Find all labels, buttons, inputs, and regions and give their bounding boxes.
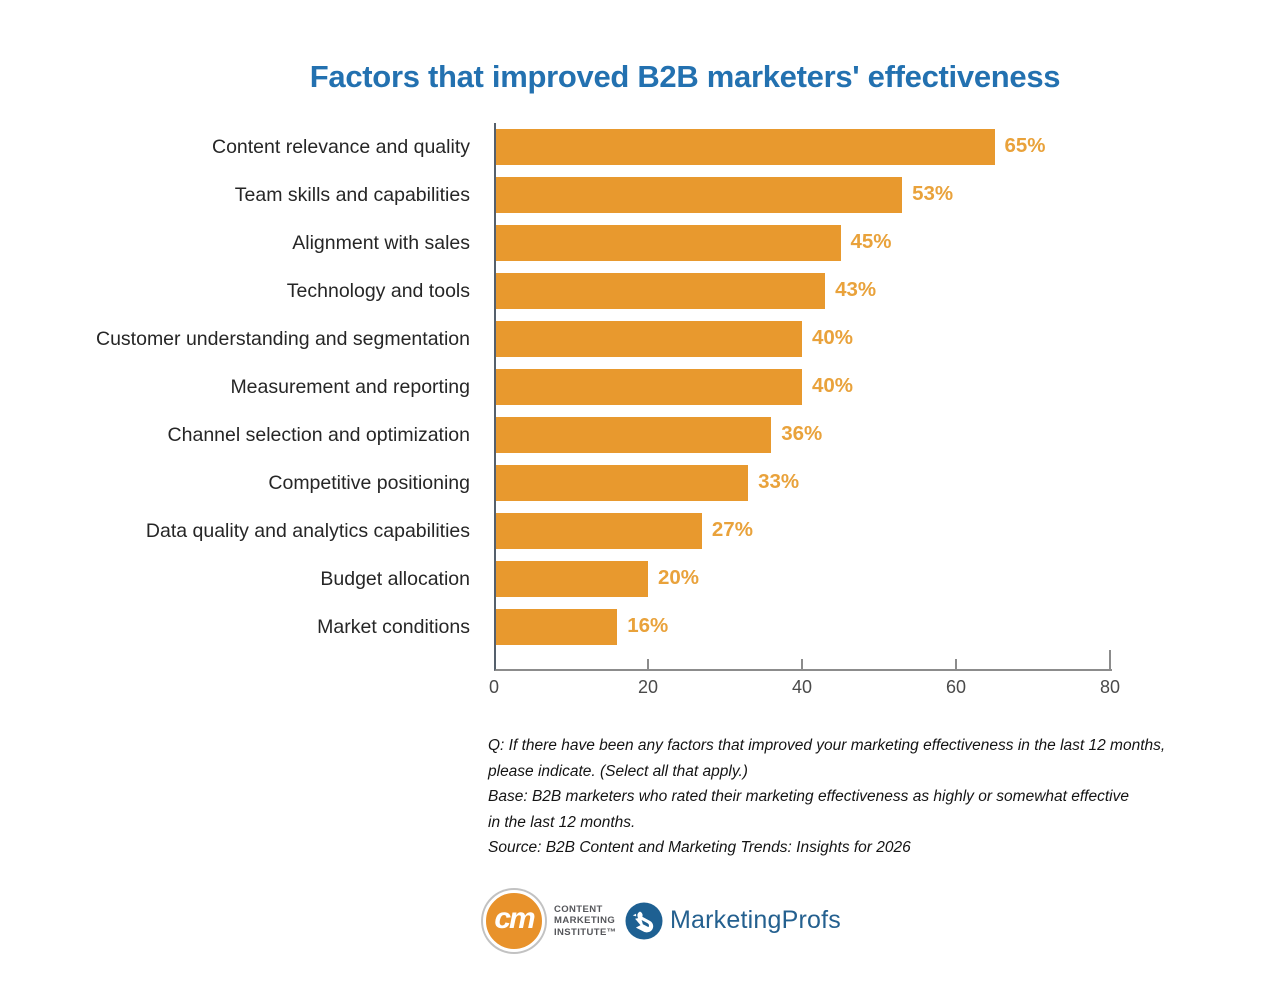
- bar: [494, 417, 772, 453]
- cmi-logo-line: CONTENT: [554, 903, 603, 915]
- value-label: 20%: [658, 565, 700, 589]
- category-label: Budget allocation: [320, 567, 470, 590]
- category-label: Measurement and reporting: [230, 375, 470, 398]
- category-label: Data quality and analytics capabilities: [145, 519, 470, 542]
- value-label: 65%: [1004, 133, 1046, 157]
- marketingprofs-logo-text: MarketingProfs: [670, 905, 841, 934]
- chart-row: Team skills and capabilities 53%: [0, 171, 1110, 219]
- category-label: Alignment with sales: [292, 231, 470, 254]
- bar: [494, 561, 648, 597]
- bar-track: 27%: [494, 507, 1110, 555]
- category-label: Team skills and capabilities: [234, 183, 470, 206]
- footnote-line: in the last 12 months.: [488, 813, 636, 831]
- footnote-line: please indicate. (Select all that apply.…: [488, 762, 748, 780]
- value-label: 53%: [912, 181, 954, 205]
- category-label: Content relevance and quality: [211, 135, 470, 158]
- x-axis-tick-label: 40: [791, 677, 813, 697]
- chart-row: Market conditions 16%: [0, 603, 1110, 651]
- category-label: Market conditions: [317, 615, 470, 638]
- category-label: Competitive positioning: [268, 471, 470, 494]
- bar-track: 33%: [494, 459, 1110, 507]
- x-axis-tick-label: 20: [637, 677, 659, 697]
- value-label: 40%: [812, 373, 854, 397]
- footnote-line: Base: B2B marketers who rated their mark…: [488, 788, 1129, 805]
- cmi-logo: cm CONTENT MARKETING INSTITUTE™: [483, 890, 617, 952]
- value-label: 45%: [850, 229, 892, 253]
- footnotes: Q: If there have been any factors that i…: [488, 733, 1248, 861]
- bar-track: 43%: [494, 267, 1110, 315]
- chart-row: Content relevance and quality 65%: [0, 123, 1110, 171]
- bar: [494, 513, 702, 549]
- value-label: 36%: [781, 421, 823, 445]
- cmi-logo-line: MARKETING: [554, 915, 616, 927]
- bar: [494, 225, 841, 261]
- value-label: 27%: [711, 517, 753, 541]
- chart-row: Competitive positioning 33%: [0, 459, 1110, 507]
- footnote-line: Source: B2B Content and Marketing Trends…: [488, 839, 911, 856]
- value-label: 40%: [812, 325, 854, 349]
- bar-track: 16%: [494, 603, 1110, 651]
- x-axis-tick: [647, 659, 649, 669]
- bar-track: 40%: [494, 363, 1110, 411]
- value-label: 16%: [627, 613, 669, 637]
- chart-row: Customer understanding and segmentation 4…: [0, 315, 1110, 363]
- bar: [494, 129, 995, 165]
- category-label: Channel selection and optimization: [167, 423, 470, 446]
- x-axis-tick: [955, 659, 957, 669]
- value-label: 43%: [835, 277, 877, 301]
- bar-track: 36%: [494, 411, 1110, 459]
- bar-track: 20%: [494, 555, 1110, 603]
- footnote-line: Q: If there have been any factors that i…: [488, 737, 1166, 754]
- bar: [494, 321, 802, 357]
- cmi-logo-line: INSTITUTE™: [554, 926, 617, 938]
- chart-row: Measurement and reporting 40%: [0, 363, 1110, 411]
- chart-row: Data quality and analytics capabilities 2…: [0, 507, 1110, 555]
- x-axis-tick-label: 60: [945, 677, 967, 697]
- bar-track: 40%: [494, 315, 1110, 363]
- chart-row: Technology and tools 43%: [0, 267, 1110, 315]
- x-axis-tick-label: 0: [488, 677, 500, 697]
- cmi-logo-icon: cm: [483, 890, 545, 952]
- bar-track: 65%: [494, 123, 1110, 171]
- chart-row: Alignment with sales 45%: [0, 219, 1110, 267]
- page-title: Factors that improved B2B marketers' eff…: [309, 58, 1061, 94]
- cmi-logo-text: CONTENT MARKETING INSTITUTE™: [554, 904, 617, 939]
- marketingprofs-bird-icon: [625, 902, 663, 940]
- x-axis-tick: [801, 659, 803, 669]
- cmi-monogram: cm: [494, 902, 535, 935]
- x-axis-tick: [1109, 650, 1111, 669]
- marketingprofs-logo: MarketingProfs: [625, 902, 841, 940]
- bar-track: 45%: [494, 219, 1110, 267]
- chart-row: Channel selection and optimization 36%: [0, 411, 1110, 459]
- category-label: Customer understanding and segmentation: [96, 327, 470, 350]
- bar: [494, 609, 618, 645]
- category-label: Technology and tools: [286, 279, 470, 302]
- bar: [494, 465, 749, 501]
- value-label: 33%: [758, 469, 800, 493]
- x-axis-tick-label: 80: [1099, 677, 1121, 697]
- bar: [494, 177, 903, 213]
- chart-row: Budget allocation 20%: [0, 555, 1110, 603]
- bar: [494, 273, 826, 309]
- bar: [494, 369, 802, 405]
- bar-chart: Content relevance and quality 65% Team ski…: [0, 123, 1110, 651]
- bar-track: 53%: [494, 171, 1110, 219]
